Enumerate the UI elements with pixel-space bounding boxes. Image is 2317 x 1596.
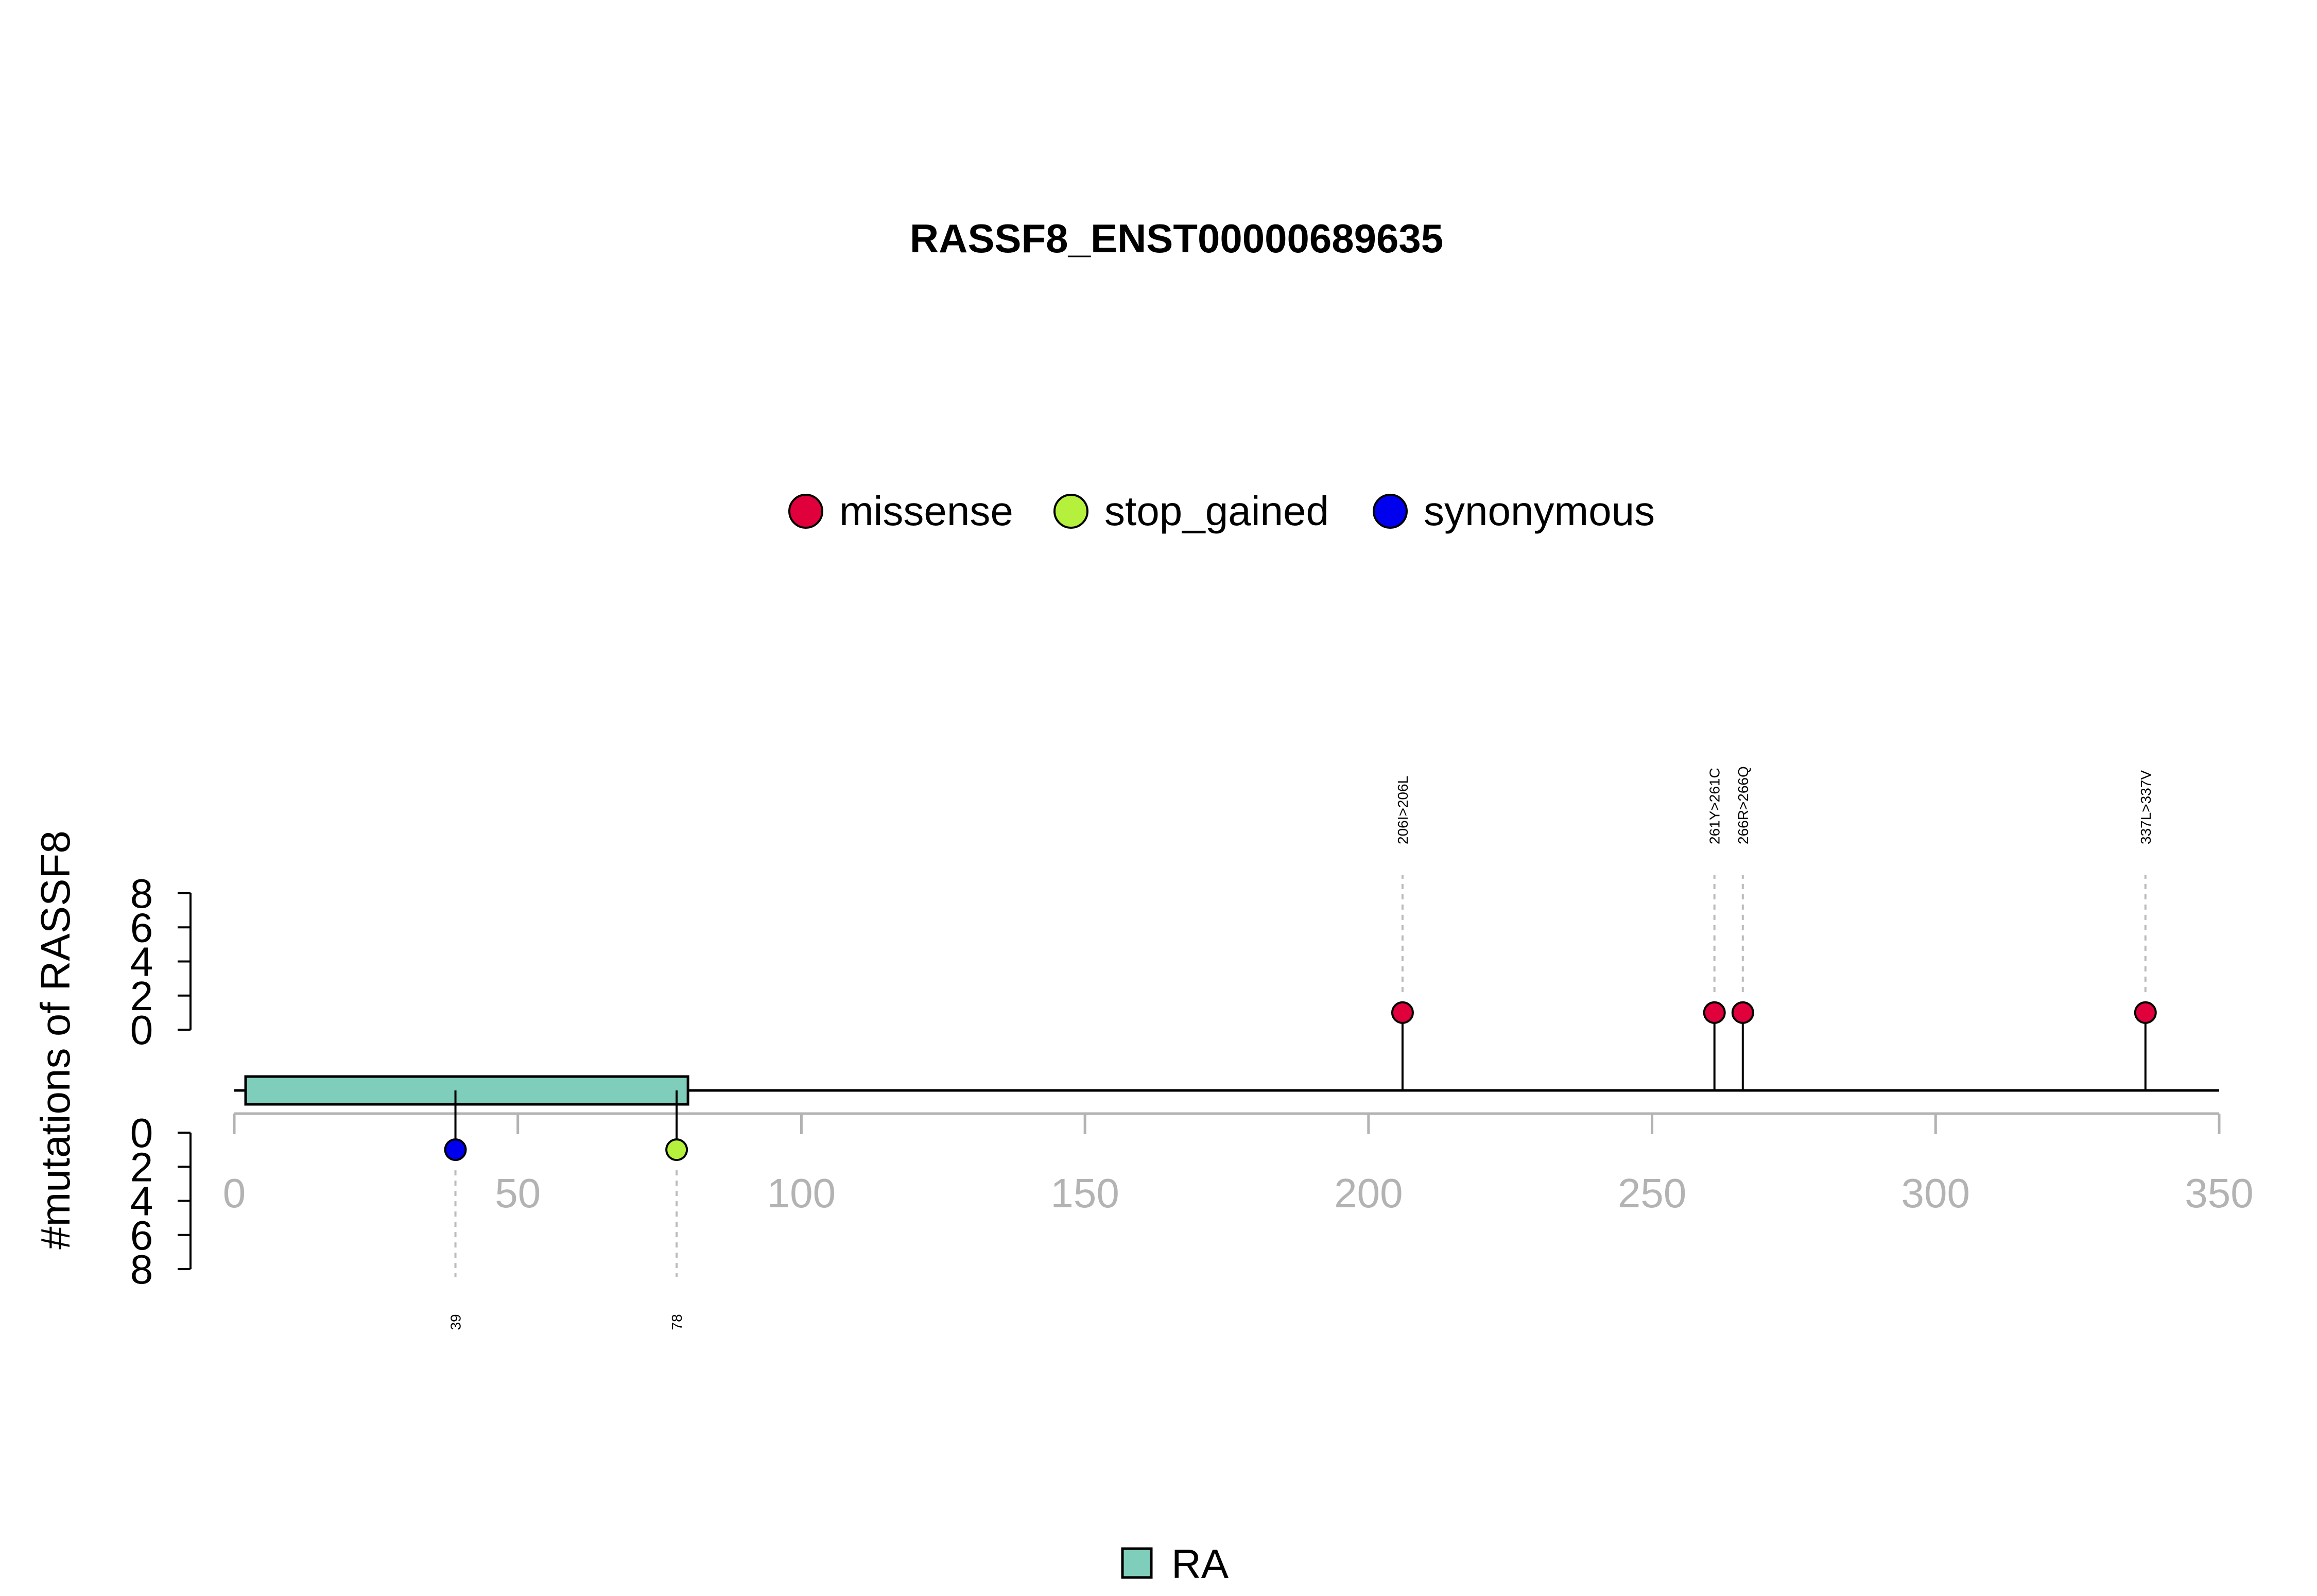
mutation-head-78	[665, 1138, 688, 1161]
legend-label-synonymous: synonymous	[1424, 488, 1655, 534]
mutation-head-266	[1731, 1001, 1754, 1024]
x-tick-label-200: 200	[1334, 1170, 1403, 1216]
mutation-label-266: 266R>266Q	[1735, 766, 1751, 844]
mutation-label-39: 39	[448, 1314, 464, 1330]
mutation-head-39	[444, 1138, 467, 1161]
legend-marker-synonymous	[1373, 494, 1408, 529]
protein-domains	[244, 1075, 689, 1106]
x-tick-label-50: 50	[495, 1170, 541, 1216]
mutation-lollipops: 206I>206L 261Y>261C 266R>266Q 337L>337V 39 78	[444, 766, 2157, 1330]
y-tick-label-top-0: 0	[130, 1007, 153, 1053]
y-tick-label-bottom-6: 6	[130, 1212, 153, 1258]
x-tick-label-250: 250	[1618, 1170, 1686, 1216]
x-axis: 0 50 100 150 200 250 300 350	[223, 1112, 2254, 1216]
legend-marker-missense	[788, 494, 823, 529]
domain-legend: RA	[1121, 1541, 1229, 1587]
legend-label-stop_gained: stop_gained	[1104, 488, 1329, 534]
y-axis-label: #mutations of RASSF8	[32, 830, 78, 1250]
x-tick-label-150: 150	[1050, 1170, 1119, 1216]
mutation-label-261: 261Y>261C	[1707, 768, 1723, 844]
y-tick-label-bottom-0: 0	[130, 1110, 153, 1156]
mutation-head-337	[2134, 1001, 2157, 1024]
mutation-label-78: 78	[669, 1314, 685, 1330]
y-tick-label-top-6: 6	[130, 905, 153, 950]
x-tick-label-0: 0	[223, 1170, 246, 1216]
domain-legend-label-RA: RA	[1171, 1541, 1229, 1587]
mutation-head-261	[1703, 1001, 1726, 1024]
y-tick-label-bottom-2: 2	[130, 1144, 153, 1190]
y-tick-label-top-8: 8	[130, 871, 153, 916]
y-tick-label-bottom-4: 4	[130, 1178, 153, 1224]
mutation-label-206: 206I>206L	[1395, 776, 1411, 844]
legend-label-missense: missense	[839, 488, 1013, 534]
x-tick-label-350: 350	[2185, 1170, 2253, 1216]
mutation-label-337: 337L>337V	[2138, 770, 2154, 844]
y-tick-label-top-2: 2	[130, 973, 153, 1019]
y-tick-label-top-4: 4	[130, 939, 153, 985]
domain-RA	[244, 1075, 689, 1106]
mutation-type-legend: missense stop_gained synonymous	[788, 488, 1655, 534]
y-tick-label-bottom-8: 8	[130, 1246, 153, 1292]
mutation-head-206	[1391, 1001, 1414, 1024]
x-tick-label-300: 300	[1901, 1170, 1970, 1216]
chart-title: RASSF8_ENST00000689635	[910, 216, 1443, 261]
domain-legend-swatch-RA	[1121, 1547, 1153, 1579]
legend-marker-stop_gained	[1053, 494, 1088, 529]
x-tick-label-100: 100	[767, 1170, 836, 1216]
